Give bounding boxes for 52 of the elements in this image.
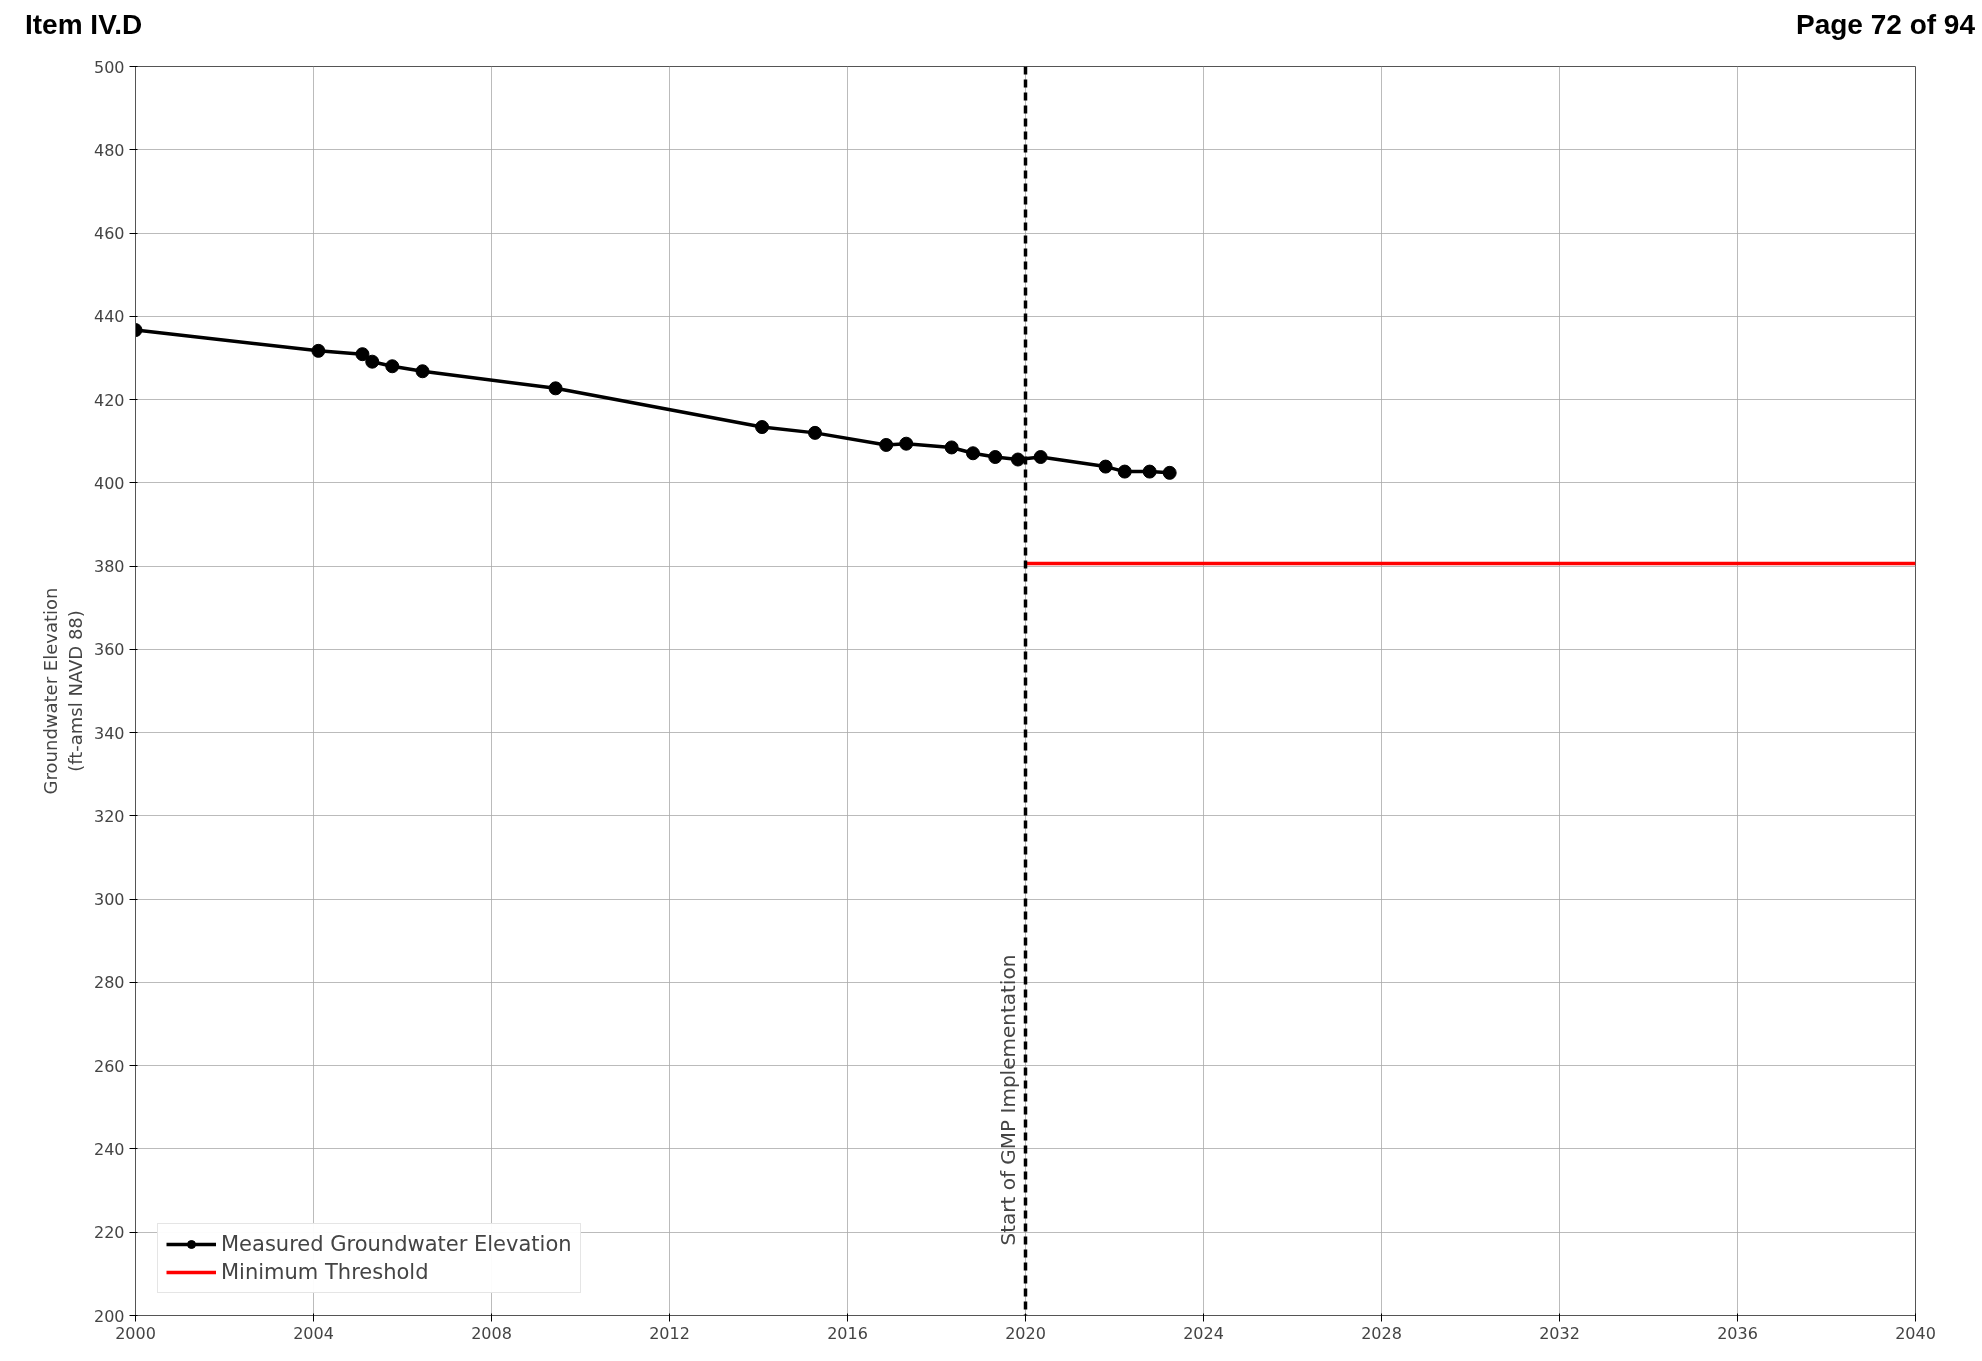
point — [365, 354, 380, 369]
point — [1033, 450, 1048, 465]
x-tick-label: 2028 — [1361, 1323, 1402, 1343]
point — [1098, 459, 1113, 474]
x-tick-label: 2024 — [1183, 1323, 1224, 1343]
y-tick-label: 240 — [93, 1139, 125, 1159]
y-tick-label: 360 — [93, 640, 125, 660]
y-tick-label: 280 — [93, 973, 125, 993]
point — [311, 343, 326, 358]
y-tick-label: 220 — [93, 1223, 125, 1243]
point — [944, 440, 959, 455]
x-tick-label: 2008 — [471, 1323, 512, 1343]
legend-label: Measured Groundwater Elevation — [221, 1232, 572, 1256]
point — [755, 420, 770, 435]
y-tick-label: 380 — [93, 557, 125, 577]
y-tick-label: 460 — [93, 224, 125, 244]
text: Item IV.D — [25, 8, 143, 42]
point — [988, 450, 1003, 465]
x-tick-label: 2016 — [827, 1323, 868, 1343]
y-tick-label: 340 — [93, 723, 125, 743]
x-tick-label: 2040 — [1895, 1323, 1936, 1343]
x-tick-label: 2032 — [1539, 1323, 1580, 1343]
y-tick-label: 320 — [93, 806, 125, 826]
point — [965, 446, 980, 461]
point — [1142, 464, 1157, 479]
x-tick-label: 2020 — [1005, 1323, 1046, 1343]
ref-line-label: Start of GMP Implementation — [995, 954, 1020, 1246]
x-tick-label: 2000 — [115, 1323, 156, 1343]
text: Page 72 of 94 — [1796, 8, 1975, 42]
y-tick-label: 480 — [93, 140, 125, 160]
point — [808, 425, 823, 440]
point — [385, 359, 400, 374]
y-tick-label: 420 — [93, 390, 125, 410]
x-tick-label: 2036 — [1717, 1323, 1758, 1343]
y-tick-label: 200 — [93, 1306, 125, 1326]
x-tick-label: 2004 — [293, 1323, 334, 1343]
y-tick-label: 300 — [93, 890, 125, 910]
point — [879, 437, 894, 452]
point — [1162, 465, 1177, 480]
point — [899, 436, 914, 451]
legend-label: Minimum Threshold — [221, 1260, 429, 1284]
point — [415, 364, 430, 379]
y-axis-title: Groundwater Elevation (ft-amsl NAVD 88) — [39, 587, 86, 795]
y-tick-label: 260 — [93, 1056, 125, 1076]
y-tick-label: 440 — [93, 307, 125, 327]
point — [548, 381, 563, 396]
y-tick-label: 500 — [93, 57, 125, 77]
x-tick-label: 2012 — [649, 1323, 690, 1343]
y-tick-label: 400 — [93, 473, 125, 493]
point — [1010, 452, 1025, 467]
point — [1117, 464, 1132, 479]
point — [355, 347, 370, 362]
